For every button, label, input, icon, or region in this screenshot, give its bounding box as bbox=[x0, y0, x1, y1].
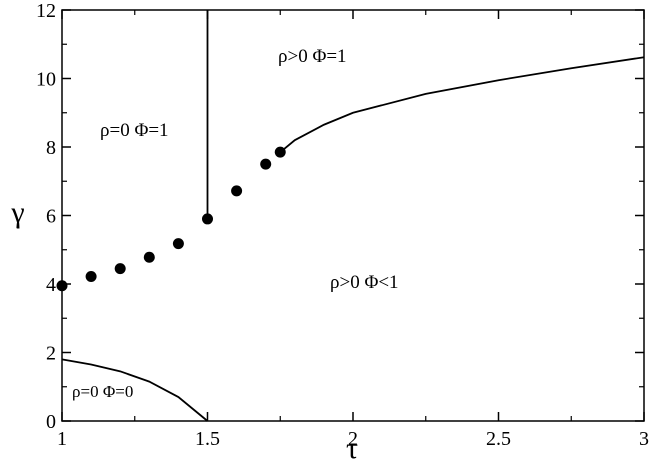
data-point bbox=[56, 280, 68, 292]
x-axis-label: τ bbox=[346, 432, 358, 465]
data-point bbox=[231, 185, 243, 197]
phase-boundary bbox=[61, 358, 209, 422]
annotation: ρ>0 Φ=1 bbox=[278, 46, 347, 67]
annotation: ρ=0 Φ=0 bbox=[72, 382, 133, 401]
phase-boundary bbox=[279, 56, 645, 153]
annotation: ρ=0 Φ=1 bbox=[100, 120, 169, 141]
data-point bbox=[172, 238, 184, 250]
data-point bbox=[143, 251, 155, 263]
y-tick-label: 12 bbox=[36, 0, 56, 22]
y-tick-label: 4 bbox=[46, 274, 56, 296]
y-tick-label: 10 bbox=[36, 69, 56, 91]
data-point bbox=[85, 270, 97, 282]
y-tick-label: 2 bbox=[46, 343, 56, 365]
plot-frame bbox=[61, 9, 645, 422]
y-tick-label: 8 bbox=[46, 137, 56, 159]
y-axis-label: γ bbox=[10, 196, 24, 229]
x-tick-label: 2.5 bbox=[486, 428, 511, 450]
x-tick-label: 1 bbox=[57, 428, 67, 450]
x-tick-label: 1.5 bbox=[195, 428, 220, 450]
data-point bbox=[260, 158, 272, 170]
x-tick-label: 3 bbox=[639, 428, 649, 450]
x-tick-label: 2 bbox=[348, 428, 358, 450]
y-tick-label: 6 bbox=[46, 206, 56, 228]
annotation: ρ>0 Φ<1 bbox=[330, 272, 399, 293]
data-point bbox=[114, 263, 126, 275]
y-tick-label: 0 bbox=[46, 411, 56, 433]
